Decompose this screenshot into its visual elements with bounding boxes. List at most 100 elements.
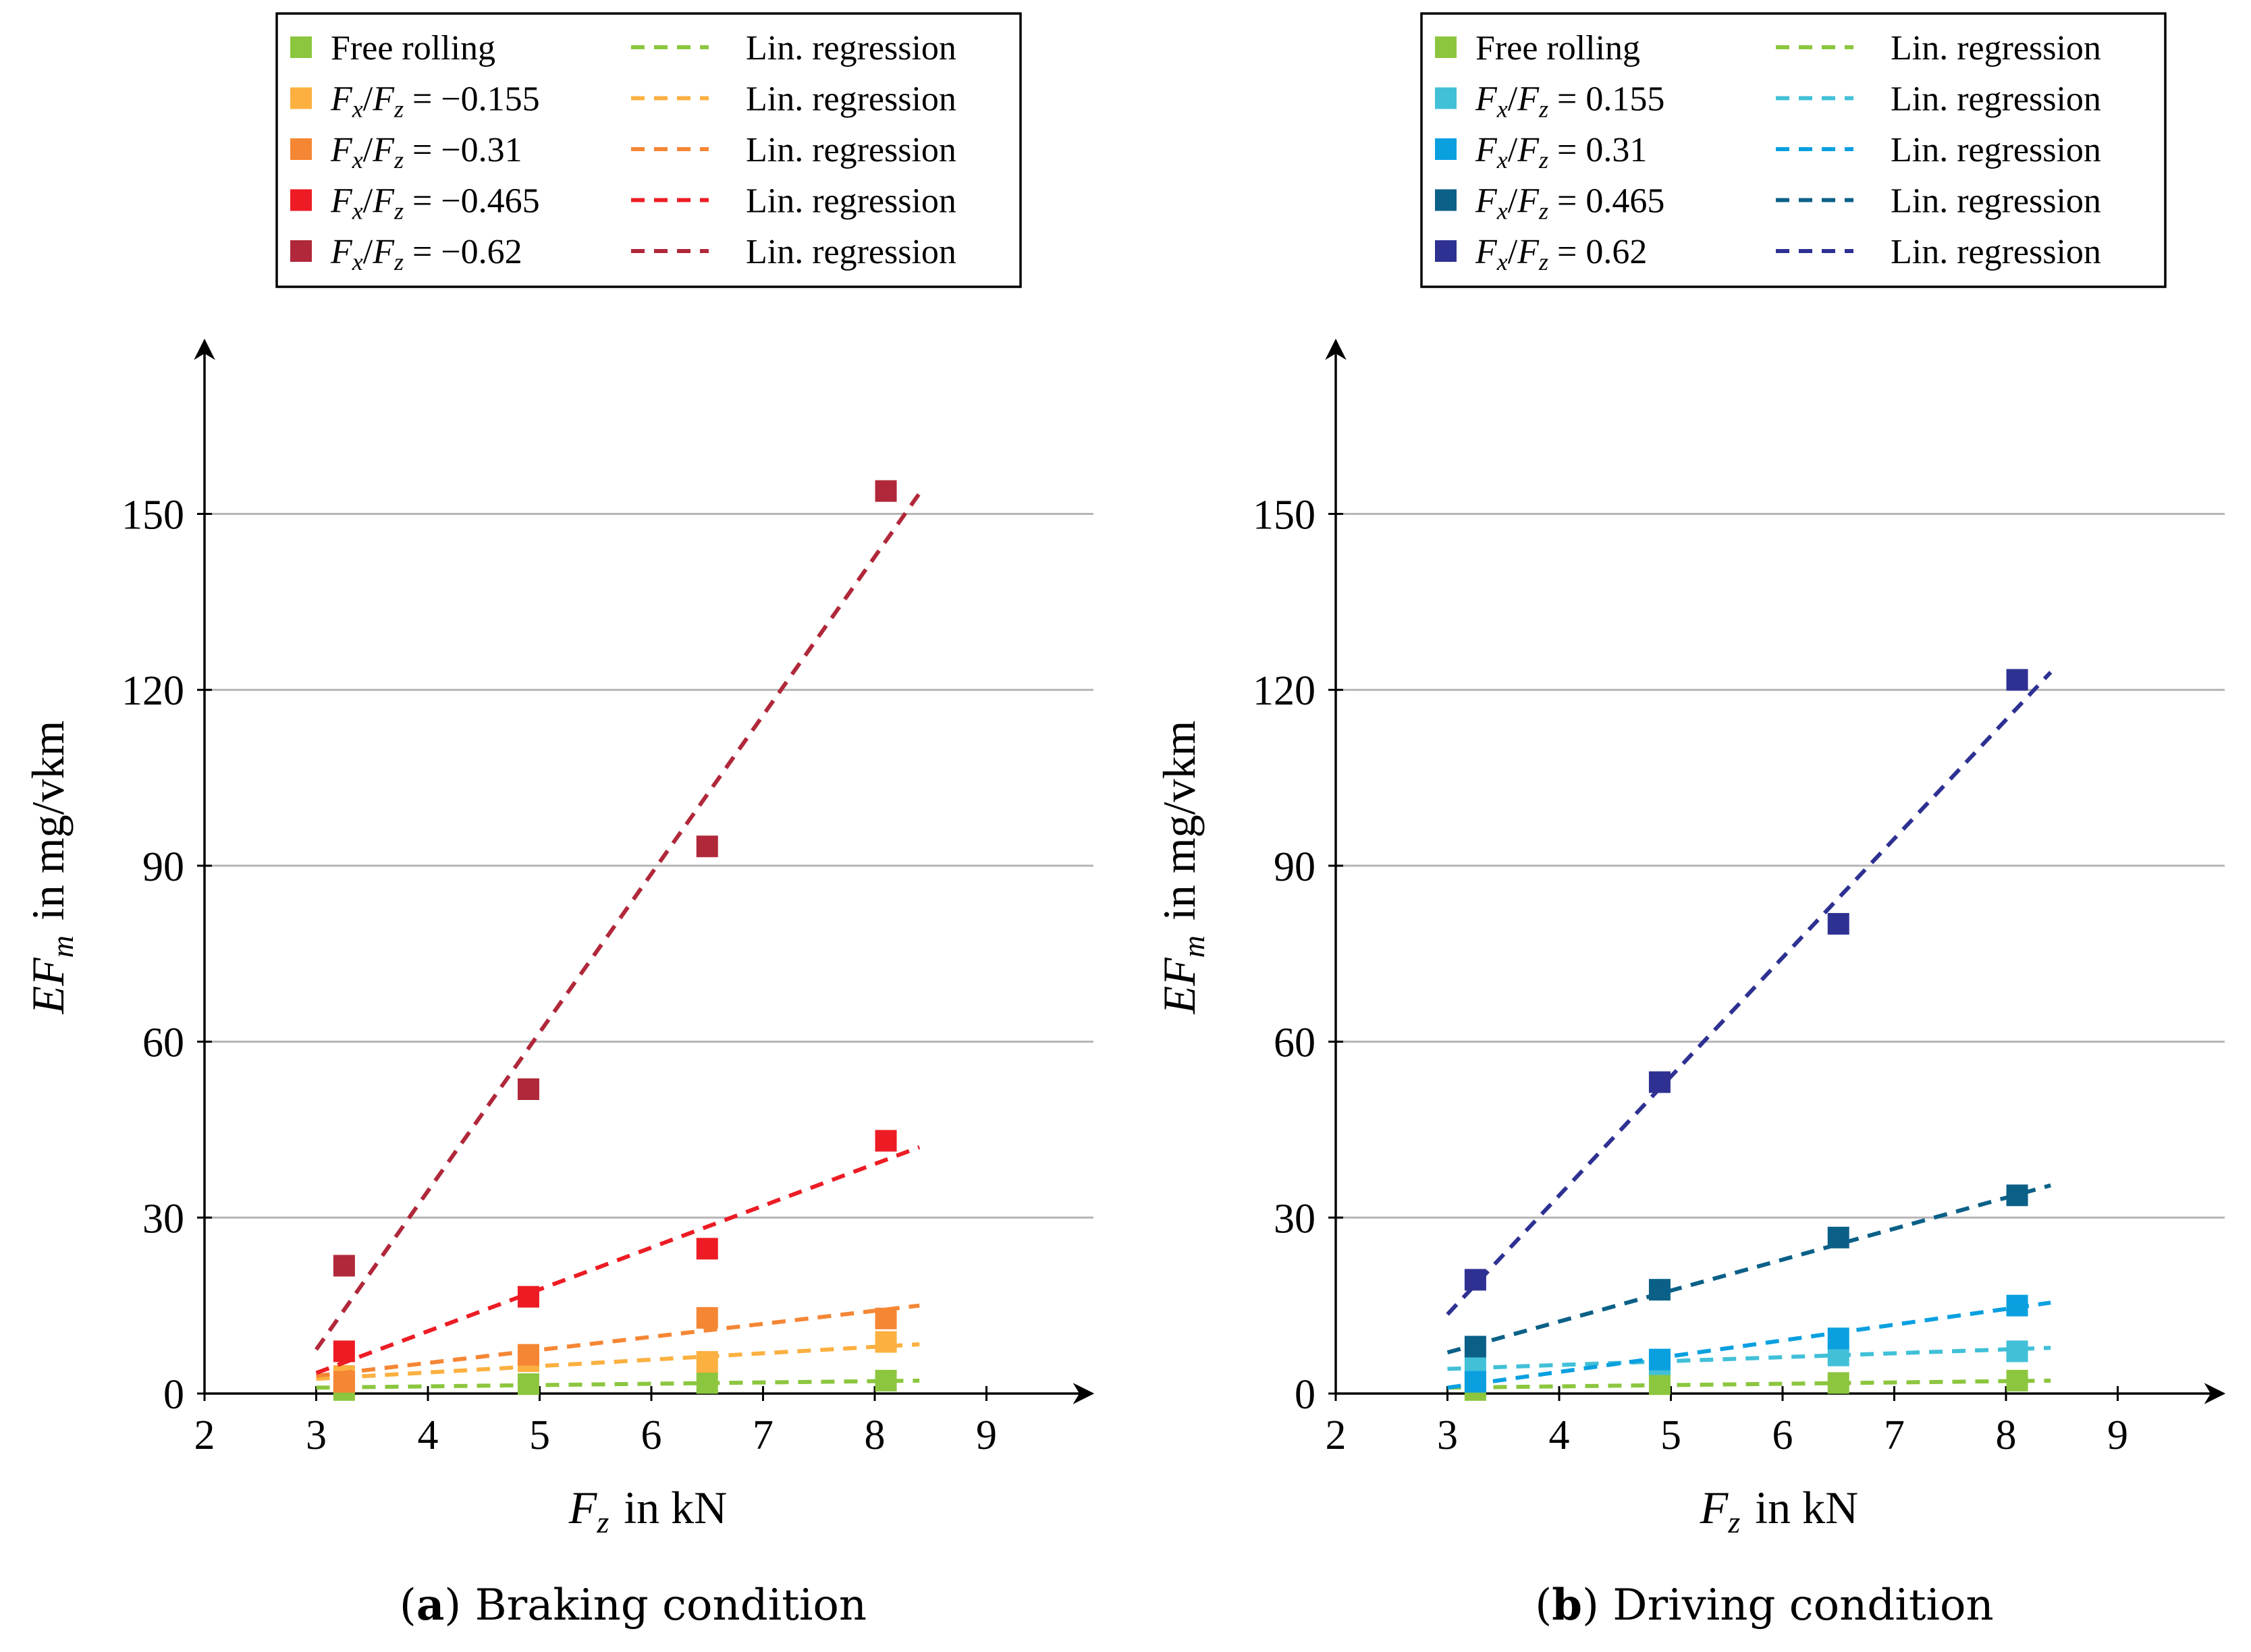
data-point: [1827, 1372, 1849, 1394]
data-point: [875, 480, 897, 502]
data-point: [875, 1369, 897, 1392]
series-3: [1446, 1183, 2052, 1358]
data-point: [1827, 912, 1849, 935]
legend-entry: Fx/Fz = −0.155: [330, 80, 540, 123]
data-point: [1648, 1071, 1671, 1093]
legend-regression-label: Lin. regression: [746, 182, 956, 221]
x-axis-label-var: F: [1700, 1482, 1729, 1533]
data-point: [2006, 669, 2028, 691]
x-tick-label: 6: [1772, 1412, 1793, 1458]
legend-entry: Free rolling: [331, 29, 495, 67]
x-tick-label: 3: [1437, 1412, 1458, 1458]
legend-slash: /: [1508, 131, 1518, 169]
y-axis-label: EFm in mg/vkm: [1154, 721, 1211, 1015]
legend-swatch: [290, 189, 312, 211]
x-tick-label: 5: [529, 1412, 550, 1458]
legend-sub-z: z: [1538, 198, 1548, 225]
regression-line: [316, 1303, 920, 1378]
regression-line: [315, 1145, 921, 1375]
y-gridlines: [1336, 513, 2225, 1219]
legend-F: F: [330, 233, 353, 271]
x-tick-label: 7: [1884, 1412, 1905, 1458]
data-point: [517, 1078, 539, 1100]
legend-swatch: [1435, 87, 1457, 109]
data-point: [333, 1371, 355, 1393]
legend-sub-x: x: [352, 146, 363, 173]
legend-sub-x: x: [1496, 248, 1508, 275]
caption: (b) Driving condition: [1535, 1580, 1994, 1630]
legend-F: F: [1475, 131, 1498, 169]
legend-F: F: [330, 80, 353, 119]
legend-F2: F: [1517, 131, 1540, 169]
caption-letter: a: [416, 1580, 444, 1630]
caption-text: Driving condition: [1612, 1580, 1994, 1630]
x-axis-label: Fz in kN: [1700, 1482, 1858, 1539]
legend-F2: F: [372, 131, 395, 169]
y-axis-label: EFm in mg/vkm: [22, 721, 80, 1015]
legend-sub-z: z: [1538, 146, 1548, 173]
y-tick-label: 30: [1274, 1196, 1316, 1242]
series-4: [315, 480, 921, 1351]
legend-swatch: [1435, 36, 1457, 58]
legend-regression-label: Lin. regression: [1891, 233, 2101, 271]
y-tick-label: 60: [142, 1020, 184, 1066]
legend-regression-label: Lin. regression: [1891, 131, 2101, 169]
legend-swatch: [290, 240, 312, 262]
legend-regression-label: Lin. regression: [746, 29, 956, 67]
legend-F2: F: [1517, 182, 1540, 221]
y-tick-label: 90: [142, 844, 184, 890]
series-0: [316, 1369, 920, 1401]
caption-paren-open: (: [400, 1580, 416, 1630]
x-tick-label: 5: [1660, 1412, 1681, 1458]
legend-entry-value: −0.62: [441, 233, 522, 271]
legend-entry-value: 0.31: [1585, 131, 1647, 169]
data-point: [1827, 1226, 1849, 1248]
x-axis-label-unit: in kN: [1755, 1482, 1858, 1533]
legend-entry-value: −0.155: [441, 80, 539, 119]
legend-regression-label: Lin. regression: [746, 80, 956, 119]
caption-paren-close: ): [1582, 1580, 1612, 1630]
data-point: [2006, 1340, 2028, 1362]
legend-sub-z: z: [1538, 248, 1548, 275]
legend-slash: /: [363, 80, 373, 119]
legend-sub-x: x: [1496, 96, 1508, 123]
legend-regression-label: Lin. regression: [1891, 29, 2101, 67]
x-tick-label: 7: [753, 1412, 774, 1458]
data-point: [696, 1351, 718, 1373]
legend-eq: =: [404, 80, 441, 119]
legend-eq: =: [404, 182, 441, 221]
legend-F2: F: [372, 80, 395, 119]
legend-entry-name: Free rolling: [331, 29, 495, 67]
series-0: [1447, 1369, 2051, 1401]
legend-entry-value: 0.155: [1585, 80, 1664, 119]
data-point: [517, 1373, 539, 1396]
legend-F: F: [1475, 233, 1498, 271]
legend-entry: Fx/Fz = 0.31: [1475, 131, 1647, 173]
regression-line: [1447, 1300, 2051, 1390]
y-tick-label: 150: [121, 493, 184, 539]
legend-regression-label: Lin. regression: [746, 131, 956, 169]
legend-F2: F: [372, 182, 395, 221]
x-axis-label-var: F: [568, 1482, 598, 1533]
legend-swatch: [1435, 189, 1457, 211]
data-point: [517, 1286, 539, 1308]
data-point: [2006, 1369, 2028, 1392]
regression-line: [1447, 1378, 2051, 1390]
legend-sub-z: z: [1538, 96, 1548, 123]
legend-entry: Fx/Fz = 0.62: [1475, 233, 1647, 275]
regression-line: [316, 1342, 920, 1381]
series-3: [315, 1130, 921, 1375]
y-tick-label: 120: [1253, 668, 1316, 714]
legend-entry-value: −0.31: [441, 131, 522, 169]
legend-eq: =: [404, 233, 441, 271]
x-tick-label: 2: [1326, 1412, 1347, 1458]
legend-swatch: [1435, 240, 1457, 262]
legend-regression-label: Lin. regression: [746, 233, 956, 271]
legend-eq: =: [1548, 182, 1585, 221]
legend-F: F: [1475, 80, 1498, 119]
data-point: [1827, 1327, 1849, 1350]
caption-paren-open: (: [1535, 1580, 1552, 1630]
legend-F: F: [330, 182, 353, 221]
